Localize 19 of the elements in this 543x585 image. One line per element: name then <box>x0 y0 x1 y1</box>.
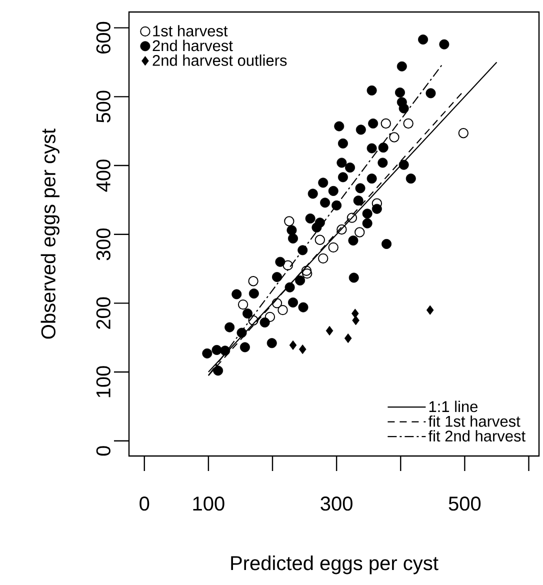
legend-label: 1:1 line <box>429 400 478 412</box>
legend-label: fit 1st harvest <box>428 415 520 427</box>
y-tick-label: 200 <box>96 297 110 329</box>
legend-label: fit 2nd harvest <box>428 430 526 442</box>
y-tick-label: 0 <box>96 446 110 456</box>
y-tick-label: 600 <box>96 22 110 54</box>
legend-label: 2nd harvest outliers <box>152 54 287 66</box>
y-axis-title: Observed eggs per cyst <box>40 128 60 339</box>
y-tick-label: 300 <box>96 228 110 260</box>
y-tick-label: 100 <box>96 366 110 398</box>
y-tick-label: 500 <box>96 90 110 123</box>
x-axis-title: Predicted eggs per cyst <box>231 556 438 574</box>
legend-label: 1st harvest <box>153 25 228 36</box>
x-tick-label: 0 <box>140 496 150 511</box>
x-tick-label: 300 <box>320 496 352 511</box>
x-tick-label: 500 <box>448 496 481 511</box>
legend-label: 2nd harvest <box>152 40 233 52</box>
y-tick-label: 400 <box>96 160 110 192</box>
x-tick-label: 100 <box>193 496 224 511</box>
